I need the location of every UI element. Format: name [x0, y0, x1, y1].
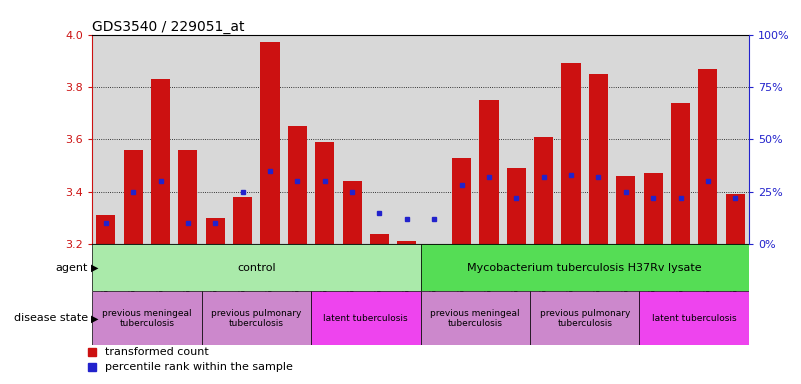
- Bar: [534, 137, 553, 244]
- Bar: [175, 35, 202, 244]
- Bar: [421, 244, 749, 291]
- Text: control: control: [237, 263, 276, 273]
- Bar: [694, 35, 722, 244]
- Bar: [370, 233, 389, 244]
- Bar: [311, 291, 421, 346]
- Bar: [643, 173, 662, 244]
- Bar: [666, 35, 694, 244]
- Text: previous pulmonary
tuberculosis: previous pulmonary tuberculosis: [211, 309, 301, 328]
- Bar: [726, 194, 745, 244]
- Bar: [202, 291, 311, 346]
- Bar: [671, 103, 690, 244]
- Bar: [698, 69, 718, 244]
- Bar: [639, 291, 749, 346]
- Text: latent tuberculosis: latent tuberculosis: [652, 314, 736, 323]
- Text: Mycobacterium tuberculosis H37Rv lysate: Mycobacterium tuberculosis H37Rv lysate: [468, 263, 702, 273]
- Bar: [260, 42, 280, 244]
- Text: disease state: disease state: [14, 313, 88, 323]
- Bar: [722, 35, 749, 244]
- Bar: [284, 35, 311, 244]
- Bar: [92, 35, 119, 244]
- Bar: [151, 79, 170, 244]
- Text: latent tuberculosis: latent tuberculosis: [324, 314, 408, 323]
- Bar: [397, 242, 417, 244]
- Bar: [479, 100, 498, 244]
- Bar: [147, 35, 175, 244]
- Bar: [92, 244, 421, 291]
- Bar: [475, 35, 503, 244]
- Bar: [119, 35, 147, 244]
- Bar: [616, 176, 635, 244]
- Bar: [366, 35, 393, 244]
- Bar: [288, 126, 307, 244]
- Bar: [311, 35, 339, 244]
- Bar: [589, 74, 608, 244]
- Bar: [612, 35, 639, 244]
- Text: previous meningeal
tuberculosis: previous meningeal tuberculosis: [430, 309, 520, 328]
- Bar: [393, 35, 421, 244]
- Bar: [639, 35, 666, 244]
- Bar: [96, 215, 115, 244]
- Bar: [233, 197, 252, 244]
- Bar: [530, 35, 557, 244]
- Text: ▶: ▶: [91, 263, 99, 273]
- Bar: [123, 150, 143, 244]
- Bar: [315, 142, 334, 244]
- Bar: [179, 150, 198, 244]
- Bar: [507, 168, 526, 244]
- Bar: [229, 35, 256, 244]
- Bar: [421, 291, 530, 346]
- Bar: [92, 291, 202, 346]
- Bar: [585, 35, 612, 244]
- Text: transformed count: transformed count: [105, 347, 209, 357]
- Bar: [448, 35, 475, 244]
- Bar: [452, 158, 471, 244]
- Bar: [343, 181, 362, 244]
- Text: agent: agent: [56, 263, 88, 273]
- Bar: [530, 291, 639, 346]
- Bar: [557, 35, 585, 244]
- Bar: [503, 35, 530, 244]
- Bar: [202, 35, 229, 244]
- Text: ▶: ▶: [91, 313, 99, 323]
- Bar: [421, 35, 448, 244]
- Bar: [206, 218, 225, 244]
- Text: previous pulmonary
tuberculosis: previous pulmonary tuberculosis: [540, 309, 630, 328]
- Text: previous meningeal
tuberculosis: previous meningeal tuberculosis: [102, 309, 191, 328]
- Bar: [339, 35, 366, 244]
- Text: GDS3540 / 229051_at: GDS3540 / 229051_at: [92, 20, 244, 33]
- Bar: [562, 63, 581, 244]
- Text: percentile rank within the sample: percentile rank within the sample: [105, 362, 293, 372]
- Bar: [256, 35, 284, 244]
